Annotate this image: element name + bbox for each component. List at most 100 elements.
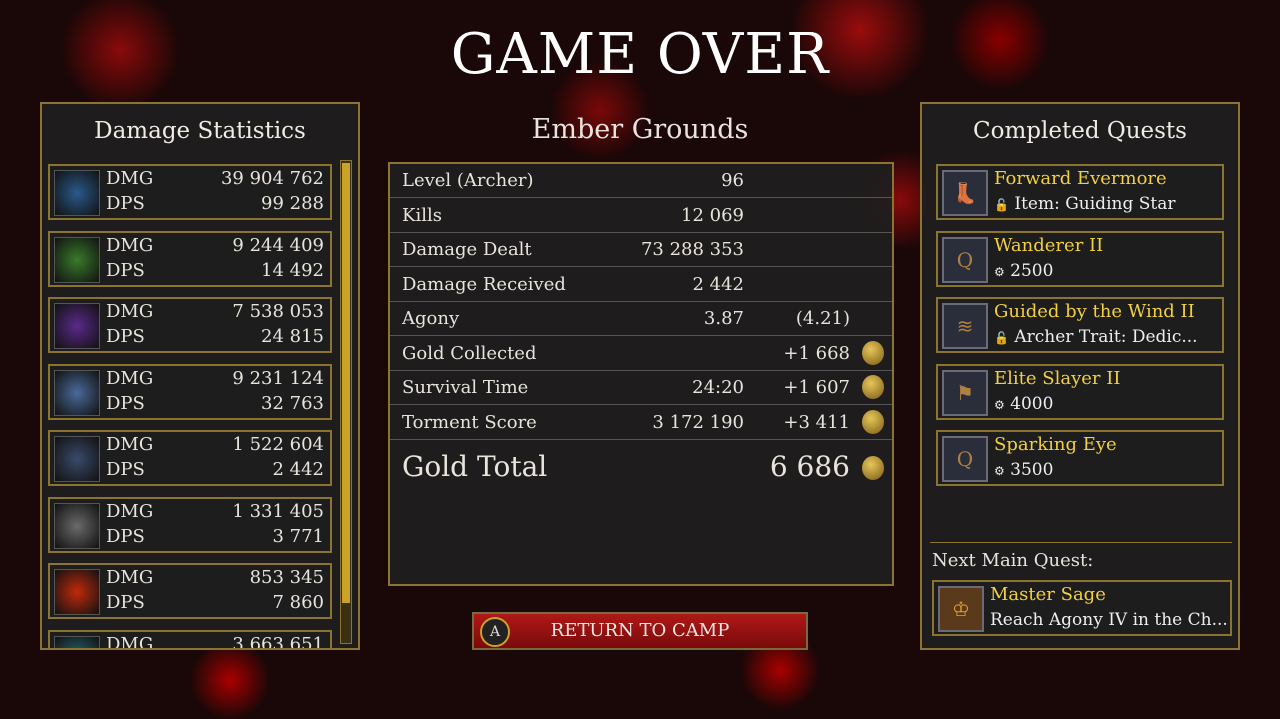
- purple-vortex-icon: [54, 303, 100, 349]
- quest-reward: Item: Guiding Star: [1014, 194, 1176, 214]
- dmg-value: 9 244 409: [232, 234, 324, 256]
- stat-extra: +1 607: [783, 377, 850, 398]
- stat-value: 2 442: [692, 273, 744, 295]
- location-title: Ember Grounds: [531, 114, 749, 145]
- completed-quests-title: Completed Quests: [973, 118, 1187, 144]
- dps-label: DPS: [106, 392, 145, 414]
- dps-value: 3 771: [272, 525, 324, 547]
- stat-value: 96: [721, 170, 744, 191]
- stat-extra: (4.21): [795, 308, 850, 329]
- dps-value: 32 763: [261, 392, 324, 414]
- dmg-value: 7 538 053: [232, 301, 324, 322]
- partial-icon: [54, 635, 100, 648]
- dmg-value: 1 331 405: [232, 500, 324, 522]
- stat-value: 3.87: [703, 308, 744, 329]
- dps-value: 2 442: [272, 459, 324, 480]
- stat-label: Kills: [402, 204, 442, 226]
- stat-row: Agony 3.87 (4.21): [390, 302, 892, 336]
- snowflake-icon: [54, 502, 100, 549]
- stat-extra: +3 411: [783, 411, 850, 433]
- dps-label: DPS: [106, 525, 145, 547]
- quest-item[interactable]: 👢 Forward Evermore 🔓 Item: Guiding Star: [936, 164, 1224, 220]
- damage-statistics-panel: Damage Statistics DMG 39 904 762 DPS 99 …: [40, 102, 360, 650]
- stat-row: Torment Score 3 172 190 +3 411: [390, 406, 892, 440]
- gold-coin-icon: [862, 456, 884, 480]
- quest-q-icon: Q: [942, 436, 988, 482]
- dmg-label: DMG: [106, 367, 154, 389]
- stat-label: Damage Dealt: [402, 239, 532, 260]
- quest-title: Wanderer II: [994, 234, 1104, 256]
- dps-value: 7 860: [272, 592, 324, 613]
- stat-label: Survival Time: [402, 377, 529, 398]
- return-to-camp-button[interactable]: A RETURN TO CAMP: [472, 612, 808, 650]
- stat-row: Damage Received 2 442: [390, 268, 892, 302]
- damage-row: DMG 9 244 409 DPS 14 492: [48, 230, 332, 287]
- gold-coin-icon: [862, 409, 884, 434]
- dmg-label: DMG: [106, 633, 154, 650]
- dmg-label: DMG: [106, 500, 154, 522]
- dmg-value: 1 522 604: [232, 434, 324, 455]
- damage-row: DMG 9 231 124 DPS 32 763: [48, 363, 332, 420]
- dmg-value: 853 345: [249, 567, 324, 588]
- stat-label: Gold Collected: [402, 342, 537, 364]
- boot-icon: 👢: [942, 170, 988, 216]
- dmg-label: DMG: [106, 567, 154, 588]
- damage-row: DMG 1 522 604 DPS 2 442: [48, 430, 332, 486]
- stat-row: Survival Time 24:20 +1 607: [390, 371, 892, 405]
- gold-total-label: Gold Total: [402, 450, 548, 483]
- scrollbar[interactable]: [340, 160, 352, 644]
- next-quest-desc: Reach Agony IV in the Ch...: [990, 610, 1228, 630]
- gold-total-value: 6 686: [769, 450, 850, 483]
- quest-q-icon: Q: [942, 236, 988, 283]
- stat-label: Damage Received: [402, 273, 566, 295]
- damage-row: DMG 7 538 053 DPS 24 815: [48, 297, 332, 353]
- lock-open-icon: 🔓: [994, 198, 1009, 212]
- stat-row: Gold Collected +1 668: [390, 337, 892, 371]
- quest-title: Forward Evermore: [994, 168, 1167, 189]
- dps-label: DPS: [106, 592, 145, 613]
- damage-statistics-title: Damage Statistics: [94, 118, 306, 144]
- dps-label: DPS: [106, 259, 145, 281]
- dps-label: DPS: [106, 459, 145, 480]
- quest-reward: 2500: [1010, 260, 1054, 281]
- damage-row: DMG 39 904 762 DPS 99 288: [48, 164, 332, 220]
- frost-burst-icon: [54, 369, 100, 416]
- damage-row: DMG 853 345 DPS 7 860: [48, 563, 332, 619]
- gears-icon: ⚙: [994, 397, 1005, 412]
- stat-extra: +1 668: [783, 342, 850, 364]
- dmg-label: DMG: [106, 301, 154, 322]
- stat-row: Kills 12 069: [390, 199, 892, 233]
- gears-icon: ⚙: [994, 264, 1005, 279]
- dmg-label: DMG: [106, 234, 154, 256]
- dps-value: 99 288: [261, 193, 324, 214]
- scrollbar-thumb[interactable]: [342, 163, 350, 603]
- quest-title: Sparking Eye: [994, 434, 1117, 455]
- stat-label: Agony: [402, 308, 460, 329]
- dmg-value: 39 904 762: [220, 168, 324, 189]
- stat-value: 73 288 353: [640, 239, 744, 260]
- quest-item[interactable]: ≋ Guided by the Wind II 🔓 Archer Trait: …: [936, 297, 1224, 353]
- dmg-label: DMG: [106, 168, 154, 189]
- dps-value: 14 492: [261, 259, 324, 281]
- quest-item[interactable]: ⚑ Elite Slayer II ⚙ 4000: [936, 363, 1224, 420]
- quest-item[interactable]: Q Sparking Eye ⚙ 3500: [936, 430, 1224, 486]
- fire-figure-icon: [54, 569, 100, 615]
- stat-label: Torment Score: [402, 411, 537, 433]
- gold-coin-icon: [862, 375, 884, 399]
- next-main-quest[interactable]: ♔ Master Sage Reach Agony IV in the Ch..…: [932, 580, 1232, 636]
- dmg-value: 9 231 124: [232, 367, 324, 389]
- damage-row: DMG 3 663 651 DPS: [48, 629, 332, 650]
- dps-value: 24 815: [261, 326, 324, 347]
- gold-coin-icon: [862, 340, 884, 365]
- green-arrow-icon: [54, 236, 100, 283]
- quest-item[interactable]: Q Wanderer II ⚙ 2500: [936, 230, 1224, 287]
- stat-row: Level (Archer) 96: [390, 164, 892, 198]
- stat-row: Damage Dealt 73 288 353: [390, 233, 892, 267]
- lock-open-icon: 🔓: [994, 331, 1009, 345]
- dmg-label: DMG: [106, 434, 154, 455]
- damage-row: DMG 1 331 405 DPS 3 771: [48, 496, 332, 553]
- ice-shards-icon: [54, 436, 100, 482]
- next-quest-title: Master Sage: [990, 584, 1106, 605]
- quest-reward: 4000: [1010, 393, 1054, 414]
- quest-title: Elite Slayer II: [994, 367, 1121, 389]
